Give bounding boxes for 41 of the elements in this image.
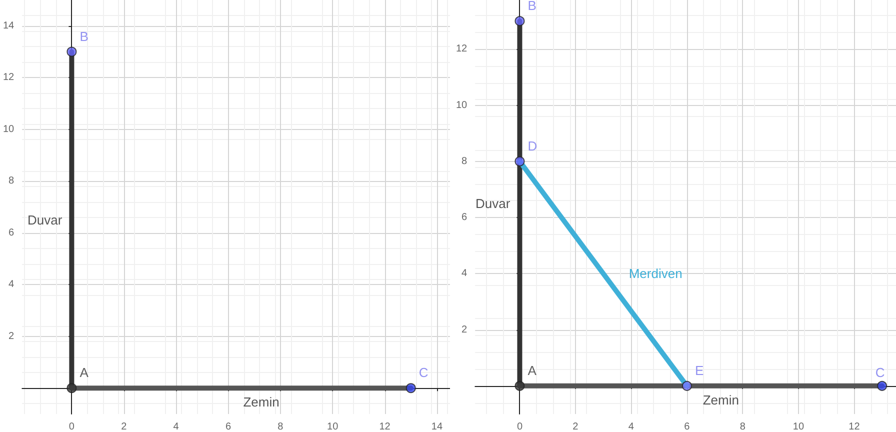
annotation: D — [528, 138, 538, 154]
x-tick-label: 10 — [792, 422, 804, 432]
x-tick-label: 10 — [327, 422, 339, 432]
y-tick-label: 8 — [462, 156, 468, 167]
x-tick-label: 4 — [628, 422, 634, 432]
x-tick-label: 6 — [684, 422, 690, 432]
y-tick-label: 4 — [8, 279, 15, 290]
annotation: C — [875, 364, 885, 380]
series-label: Merdiven — [628, 266, 682, 282]
y-tick-label: 12 — [3, 72, 15, 84]
x-tick-label: 14 — [431, 422, 443, 432]
annotation: B — [528, 0, 536, 14]
x-tick-label: 12 — [379, 422, 391, 432]
x-tick-label: 2 — [121, 422, 128, 432]
series-label: Duvar — [28, 212, 63, 228]
x-tick-label: 0 — [516, 422, 523, 432]
x-tick-label: 6 — [225, 422, 232, 432]
x-tick-label: 8 — [740, 422, 746, 432]
y-tick-label: 2 — [8, 330, 15, 342]
annotation: A — [528, 362, 537, 378]
y-tick-label: 2 — [462, 324, 468, 336]
series-label: Duvar — [476, 196, 511, 211]
y-tick-label: 10 — [456, 100, 468, 111]
annotation: A — [80, 365, 89, 380]
y-tick-label: 10 — [3, 124, 15, 135]
y-tick-label: 6 — [8, 227, 15, 238]
series-label: Zemin — [702, 392, 739, 408]
y-tick-label: 6 — [462, 212, 468, 224]
x-tick-label: 4 — [173, 422, 180, 432]
y-tick-label: 8 — [8, 176, 15, 187]
x-tick-label: 0 — [68, 422, 75, 432]
annotation: E — [694, 362, 704, 378]
x-tick-label: 12 — [848, 422, 860, 432]
series-label: Zemin — [243, 394, 280, 410]
y-tick-label: 12 — [456, 44, 468, 55]
x-tick-label: 2 — [572, 422, 579, 432]
y-tick-label: 14 — [3, 20, 15, 32]
annotation: B — [80, 28, 88, 44]
y-tick-label: 4 — [462, 268, 468, 280]
annotation: C — [418, 365, 428, 380]
x-tick-label: 8 — [278, 422, 284, 432]
